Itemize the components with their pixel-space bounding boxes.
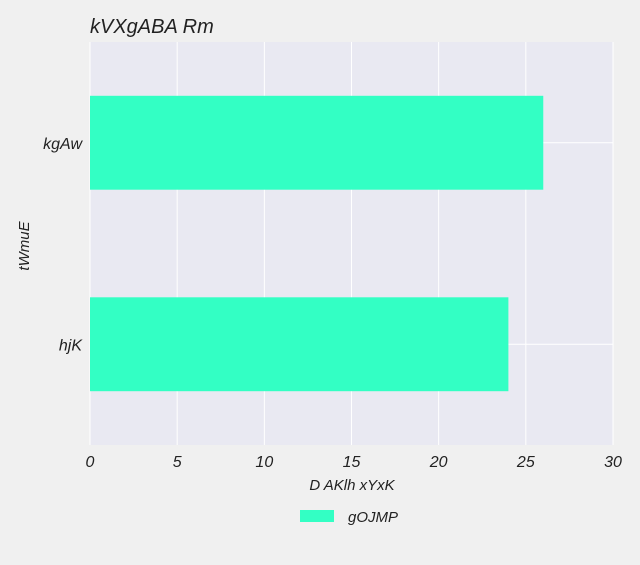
bar	[90, 96, 543, 190]
y-axis-label: tWmuE	[16, 220, 33, 270]
legend: gOJMP	[300, 509, 398, 526]
x-tick-label: 30	[604, 454, 622, 471]
legend-swatch	[300, 510, 334, 522]
chart-title: kVXgABA Rm	[90, 16, 214, 38]
x-axis-label: D AKlh xYxK	[309, 477, 395, 494]
legend-label: gOJMP	[348, 509, 398, 526]
x-tick-labels: 0 5 10 15 20 25 30	[86, 454, 622, 471]
y-tick-label: hjK	[59, 337, 83, 354]
y-tick-labels: kgAw hjK	[43, 136, 83, 355]
x-tick-label: 0	[86, 454, 95, 471]
x-tick-label: 25	[516, 454, 535, 471]
x-tick-label: 15	[343, 454, 361, 471]
x-tick-label: 10	[255, 454, 273, 471]
bar	[90, 297, 508, 391]
y-tick-label: kgAw	[43, 136, 83, 153]
x-tick-label: 20	[429, 454, 448, 471]
x-tick-label: 5	[173, 454, 182, 471]
